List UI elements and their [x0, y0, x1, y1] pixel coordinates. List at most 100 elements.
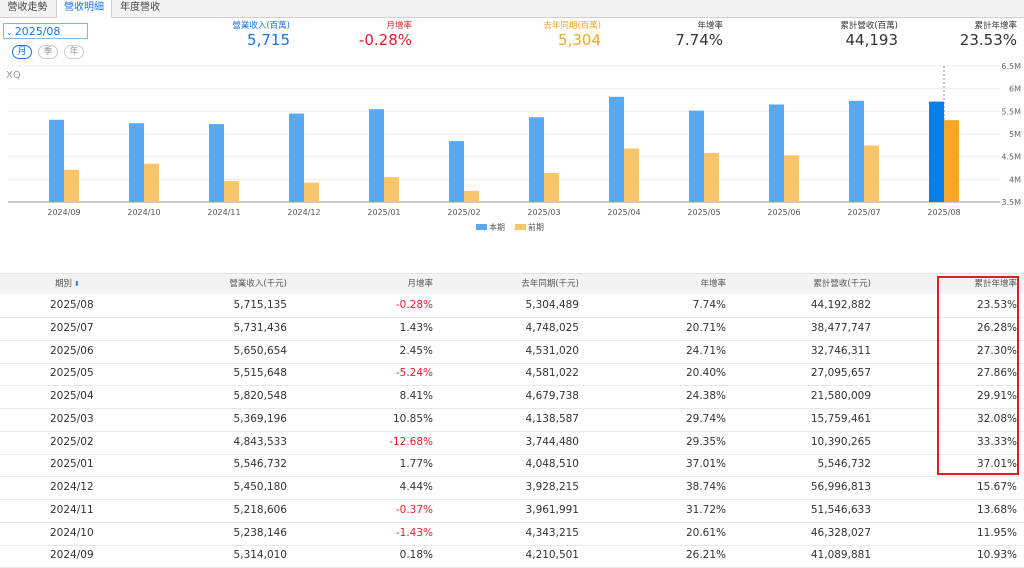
- bar-previous: [464, 190, 479, 202]
- cell-yoy: 37.01%: [685, 458, 726, 471]
- tab-annual-revenue[interactable]: 年度營收: [120, 2, 160, 13]
- cell-period: 2025/04: [50, 390, 94, 402]
- cell-yoy: 7.74%: [692, 299, 726, 311]
- date-select[interactable]: ⌄ 2025/08: [3, 23, 88, 39]
- cell-yoy: 29.74%: [685, 412, 726, 425]
- highlight-box: [937, 276, 1019, 475]
- bar-previous: [784, 155, 799, 202]
- stat-value-revenue: 5,715: [247, 31, 290, 49]
- table-row[interactable]: 2024/09 5,314,010 0.18% 4,210,501 26.21% 41,0…: [0, 544, 1024, 568]
- revenue-bar-chart: 3.5M 4M 4.5M 5M 5.5M 6M 6.5M 2024/09 2024/10 2024…: [8, 62, 1021, 232]
- stat-label-revenue: 營業收入(百萬): [232, 21, 290, 31]
- table-row[interactable]: 2024/12 5,450,180 4.44% 3,928,215 38.74% 56,9…: [0, 476, 1024, 500]
- th-period-label: 期別: [55, 279, 73, 289]
- cell-revenue: 5,369,196: [233, 412, 287, 425]
- stat-value-yoy: 7.74%: [675, 31, 723, 49]
- stat-value-prev-year: 5,304: [558, 31, 601, 49]
- cell-mom: -12.68%: [389, 435, 433, 448]
- cell-cumulative-yoy: 23.53%: [976, 299, 1017, 311]
- cell-mom: -1.43%: [395, 526, 433, 539]
- cell-cumulative-yoy: 32.08%: [976, 412, 1017, 425]
- table-row[interactable]: 2025/03 5,369,196 10.85% 4,138,587 29.74% 15,…: [0, 408, 1024, 432]
- cell-yoy: 24.38%: [685, 390, 726, 402]
- th-yoy: 年增率: [700, 279, 726, 289]
- bar-previous: [144, 163, 159, 202]
- cell-yoy: 20.61%: [685, 526, 726, 539]
- table-row[interactable]: 2025/02 4,843,533 -12.68% 3,744,480 29.35% 10…: [0, 431, 1024, 455]
- cell-period: 2025/02: [50, 435, 94, 448]
- bar-current: [449, 141, 464, 202]
- th-period[interactable]: 期別 ⬍: [55, 274, 80, 294]
- table-row[interactable]: 2024/11 5,218,606 -0.37% 3,961,991 31.72% 51,…: [0, 499, 1024, 523]
- cell-mom: 0.18%: [399, 549, 433, 562]
- cell-cumulative: 41,089,881: [810, 549, 871, 562]
- table-row[interactable]: 2025/01 5,546,732 1.77% 4,048,510 37.01% 5,54…: [0, 453, 1024, 478]
- legend-swatch-current: [476, 224, 487, 230]
- cell-yoy: 20.71%: [685, 321, 726, 334]
- cell-cumulative: 46,328,027: [810, 526, 871, 539]
- bar-previous: [944, 120, 959, 202]
- x-tick-label: 2024/12: [287, 208, 320, 217]
- y-tick-label: 3.5M: [1001, 198, 1021, 207]
- bar-current: [609, 96, 624, 202]
- sort-icon[interactable]: ⬍: [74, 280, 80, 288]
- cell-cumulative-yoy: 27.30%: [976, 344, 1017, 357]
- th-cumulative-yoy: 累計年增率: [974, 279, 1017, 289]
- cell-period: 2024/10: [50, 526, 94, 539]
- cell-period: 2025/03: [50, 412, 94, 425]
- x-tick-label: 2025/05: [687, 208, 720, 217]
- cell-cumulative-yoy: 29.91%: [976, 390, 1017, 402]
- bar-previous: [64, 169, 79, 202]
- stat-value-cumulative: 44,193: [845, 31, 899, 49]
- cell-period: 2024/09: [50, 549, 94, 562]
- period-quarter-button[interactable]: 季: [38, 45, 58, 59]
- cell-cumulative-yoy: 13.68%: [976, 503, 1017, 516]
- table-row[interactable]: 2025/04 5,820,548 8.41% 4,679,738 24.38% 21,5…: [0, 385, 1024, 409]
- bar-previous: [704, 152, 719, 202]
- x-tick-label: 2025/08: [927, 208, 960, 217]
- cell-cumulative-yoy: 26.28%: [976, 321, 1017, 334]
- cell-cumulative: 21,580,009: [810, 390, 871, 402]
- bar-previous: [624, 148, 639, 202]
- x-tick-label: 2025/02: [447, 208, 480, 217]
- tab-revenue-detail[interactable]: 營收明細: [56, 0, 112, 18]
- table-row[interactable]: 2024/10 5,238,146 -1.43% 4,343,215 20.61% 46,…: [0, 522, 1024, 546]
- th-revenue: 營業收入(千元): [229, 279, 287, 289]
- cell-mom: 1.77%: [399, 458, 433, 471]
- cell-cumulative: 15,759,461: [810, 412, 871, 425]
- stat-label-yoy: 年增率: [697, 21, 723, 31]
- date-select-value: 2025/08: [14, 25, 61, 38]
- cell-revenue: 5,450,180: [233, 481, 287, 493]
- chevron-down-icon: ⌄: [6, 28, 13, 37]
- cell-cumulative-yoy: 37.01%: [976, 458, 1017, 471]
- cell-revenue: 5,546,732: [233, 458, 287, 471]
- cell-revenue: 5,238,146: [233, 526, 287, 539]
- cell-cumulative: 10,390,265: [810, 435, 871, 448]
- cell-revenue: 5,715,135: [233, 299, 287, 311]
- y-tick-label: 4M: [1009, 175, 1021, 184]
- cell-yoy: 24.71%: [685, 344, 726, 357]
- table-row[interactable]: 2025/08 5,715,135 -0.28% 5,304,489 7.74% 44,1…: [0, 294, 1024, 318]
- cell-period: 2024/11: [50, 503, 94, 516]
- cell-cumulative: 44,192,882: [810, 299, 871, 311]
- table-row[interactable]: 2025/05 5,515,648 -5.24% 4,581,022 20.40% 27,…: [0, 362, 1024, 387]
- tab-revenue-trend[interactable]: 營收走勢: [7, 2, 48, 13]
- period-month-button[interactable]: 月: [12, 45, 32, 59]
- x-tick-label: 2025/07: [847, 208, 880, 217]
- y-tick-label: 6.5M: [1001, 62, 1021, 71]
- bar-current: [529, 117, 544, 202]
- bar-previous: [384, 177, 399, 202]
- table-row[interactable]: 2025/06 5,650,654 2.45% 4,531,020 24.71% 32,7…: [0, 340, 1024, 364]
- cell-mom: 1.43%: [399, 321, 433, 334]
- table-row[interactable]: 2025/07 5,731,436 1.43% 4,748,025 20.71% 38,4…: [0, 317, 1024, 341]
- legend-label-current: 本期: [489, 222, 505, 232]
- cell-prev-year: 3,928,215: [525, 481, 579, 493]
- cell-revenue: 5,218,606: [233, 503, 287, 516]
- bar-current: [49, 119, 64, 202]
- cell-cumulative: 27,095,657: [810, 367, 871, 380]
- bar-current: [289, 113, 304, 202]
- cell-mom: -0.37%: [395, 503, 433, 516]
- cell-mom: -5.24%: [395, 367, 433, 380]
- cell-period: 2024/12: [50, 481, 94, 493]
- period-year-button[interactable]: 年: [64, 45, 84, 59]
